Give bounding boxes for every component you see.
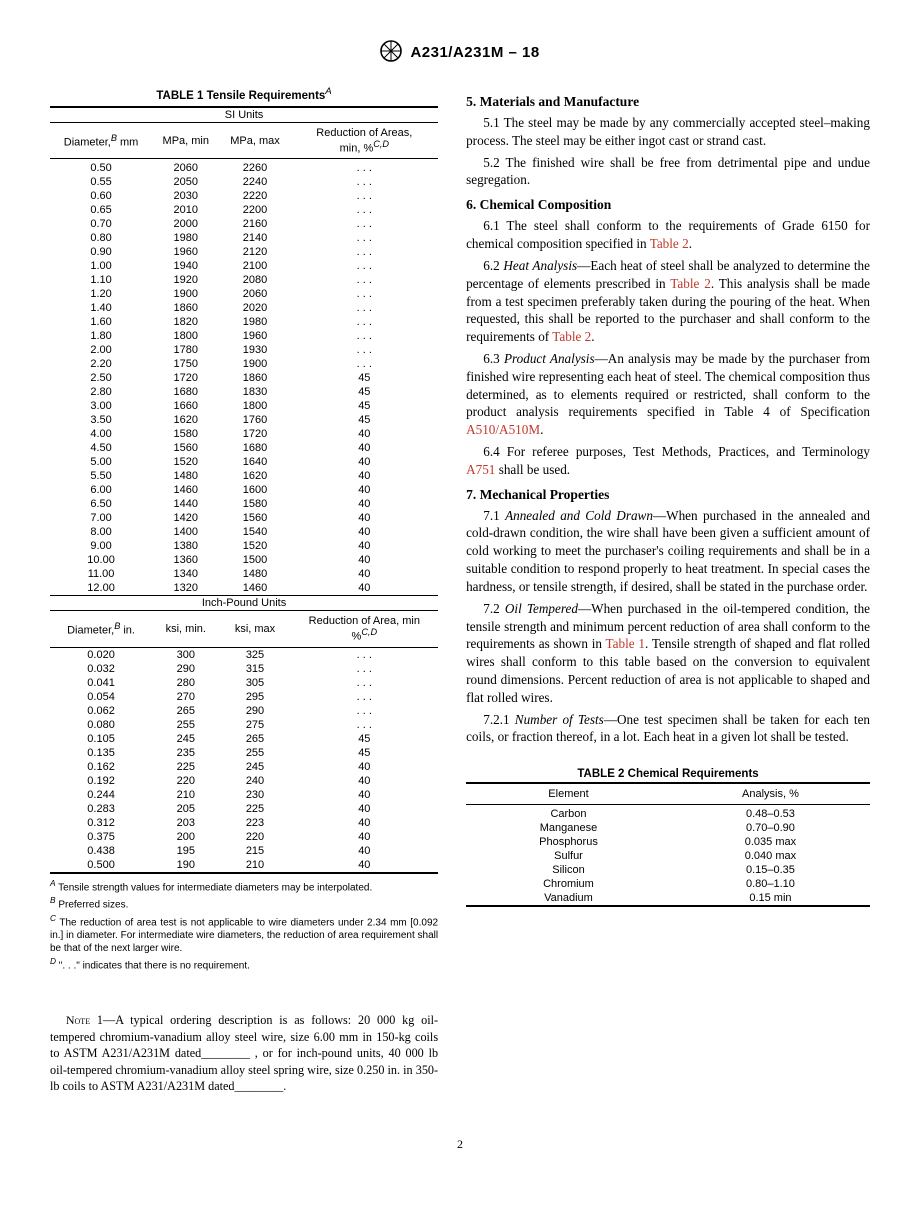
table-row: 1.0019402100. . . (50, 259, 438, 273)
p62: 6.2 Heat Analysis—Each heat of steel sha… (466, 257, 870, 346)
table-row: 3.501620176045 (50, 413, 438, 427)
link-a751[interactable]: A751 (466, 462, 495, 477)
table-row: Silicon0.15–0.35 (466, 863, 870, 877)
table1-title: TABLE 1 Tensile RequirementsA (50, 86, 438, 102)
th-reduction-ip: Reduction of Area, min %C,D (291, 611, 439, 648)
link-table2-3[interactable]: Table 2 (552, 329, 591, 344)
table-row: 4.001580172040 (50, 427, 438, 441)
p721: 7.2.1 Number of Tests—One test specimen … (466, 711, 870, 747)
link-table2-1[interactable]: Table 2 (650, 236, 689, 251)
link-table1[interactable]: Table 1 (606, 636, 645, 651)
sec6-title: 6. Chemical Composition (466, 197, 870, 213)
table-row: 9.001380152040 (50, 539, 438, 553)
table-row: 0.9019602120. . . (50, 245, 438, 259)
table-row: Manganese0.70–0.90 (466, 821, 870, 835)
p72: 7.2 Oil Tempered—When purchased in the o… (466, 600, 870, 707)
table-row: 0.31220322340 (50, 816, 438, 830)
table-row: 5.001520164040 (50, 455, 438, 469)
table-row: 0.28320522540 (50, 802, 438, 816)
left-column: TABLE 1 Tensile RequirementsA SI Units D… (50, 86, 438, 1107)
table-row: 0.7020002160. . . (50, 217, 438, 231)
th-reduction-si: Reduction of Areas, min, %C,D (291, 122, 439, 159)
table-row: 4.501560168040 (50, 441, 438, 455)
table1: SI Units Diameter,B mm MPa, min MPa, max… (50, 106, 438, 874)
table-row: 0.020300325. . . (50, 648, 438, 663)
table2-body: Carbon0.48–0.53Manganese0.70–0.90Phospho… (466, 807, 870, 906)
p61: 6.1 The steel shall conform to the requi… (466, 217, 870, 253)
table-row: 3.001660180045 (50, 399, 438, 413)
th-diameter-ip: Diameter,B in. (50, 611, 152, 648)
table-row: 8.001400154040 (50, 525, 438, 539)
table-row: 6.501440158040 (50, 497, 438, 511)
page-number: 2 (50, 1137, 870, 1152)
p52: 5.2 The finished wire shall be free from… (466, 154, 870, 190)
p64: 6.4 For referee purposes, Test Methods, … (466, 443, 870, 479)
note-1: Note 1—A typical ordering description is… (50, 1012, 438, 1094)
table-row: 0.10524526545 (50, 732, 438, 746)
table-row: 0.054270295. . . (50, 690, 438, 704)
link-a510[interactable]: A510/A510M (466, 422, 540, 437)
table2-title: TABLE 2 Chemical Requirements (466, 768, 870, 780)
table-row: 0.032290315. . . (50, 662, 438, 676)
sec7-title: 7. Mechanical Properties (466, 487, 870, 503)
table-row: 1.1019202080. . . (50, 273, 438, 287)
table1-footnotes: A Tensile strength values for intermedia… (50, 878, 438, 972)
table-row: 0.50019021040 (50, 858, 438, 873)
table-row: 11.001340148040 (50, 567, 438, 581)
th-diameter-si: Diameter,B mm (50, 122, 152, 159)
table-row: 0.19222024040 (50, 774, 438, 788)
table-row: 10.001360150040 (50, 553, 438, 567)
table-row: 1.2019002060. . . (50, 287, 438, 301)
table1-ip-body: 0.020300325. . .0.032290315. . .0.041280… (50, 648, 438, 874)
right-column: 5. Materials and Manufacture 5.1 The ste… (466, 86, 870, 907)
th-mpa-min: MPa, min (152, 122, 219, 159)
table-row: 0.6020302220. . . (50, 189, 438, 203)
th-analysis: Analysis, % (671, 783, 870, 805)
table-row: 0.43819521540 (50, 844, 438, 858)
table-row: Carbon0.48–0.53 (466, 807, 870, 821)
table-row: Chromium0.80–1.10 (466, 877, 870, 891)
p51: 5.1 The steel may be made by any commerc… (466, 114, 870, 150)
astm-logo (380, 40, 402, 66)
ip-units-label: Inch-Pound Units (50, 596, 438, 611)
p71: 7.1 Annealed and Cold Drawn—When purchas… (466, 507, 870, 596)
p63: 6.3 Product Analysis—An analysis may be … (466, 350, 870, 439)
designation: A231/A231M – 18 (410, 44, 539, 61)
th-mpa-max: MPa, max (219, 122, 290, 159)
table-row: 2.2017501900. . . (50, 357, 438, 371)
table-row: 0.37520022040 (50, 830, 438, 844)
th-ksi-min: ksi, min. (152, 611, 219, 648)
table-row: 0.080255275. . . (50, 718, 438, 732)
table-row: 0.041280305. . . (50, 676, 438, 690)
table-row: 0.13523525545 (50, 746, 438, 760)
table-row: 0.8019802140. . . (50, 231, 438, 245)
table-row: 2.801680183045 (50, 385, 438, 399)
sec5-title: 5. Materials and Manufacture (466, 94, 870, 110)
table-row: 1.8018001960. . . (50, 329, 438, 343)
table-row: Sulfur0.040 max (466, 849, 870, 863)
table-row: 0.16222524540 (50, 760, 438, 774)
table-row: 0.24421023040 (50, 788, 438, 802)
table-row: 7.001420156040 (50, 511, 438, 525)
th-ksi-max: ksi, max (219, 611, 290, 648)
link-table2-2[interactable]: Table 2 (670, 276, 711, 291)
table-row: 2.0017801930. . . (50, 343, 438, 357)
th-element: Element (466, 783, 671, 805)
table1-si-body: 0.5020602260. . .0.5520502240. . .0.6020… (50, 161, 438, 596)
table-row: 5.501480162040 (50, 469, 438, 483)
table-row: 0.5520502240. . . (50, 175, 438, 189)
table-row: 0.6520102200. . . (50, 203, 438, 217)
table-row: 2.501720186045 (50, 371, 438, 385)
table-row: 1.4018602020. . . (50, 301, 438, 315)
si-units-label: SI Units (50, 107, 438, 123)
table2: Element Analysis, % Carbon0.48–0.53Manga… (466, 782, 870, 907)
table-row: Vanadium0.15 min (466, 891, 870, 906)
table-row: 1.6018201980. . . (50, 315, 438, 329)
table-row: 0.5020602260. . . (50, 161, 438, 175)
table-row: Phosphorus0.035 max (466, 835, 870, 849)
table-row: 0.062265290. . . (50, 704, 438, 718)
page-header: A231/A231M – 18 (50, 40, 870, 66)
table-row: 6.001460160040 (50, 483, 438, 497)
table-row: 12.001320146040 (50, 581, 438, 596)
